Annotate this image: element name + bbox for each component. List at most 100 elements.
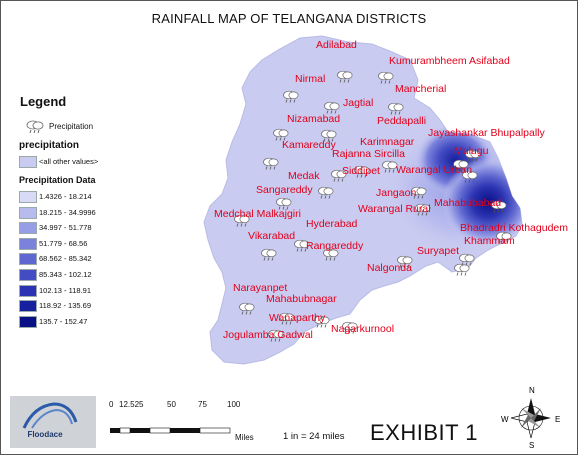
district-label: Jagtial — [343, 97, 374, 109]
district-label: Kumurambheem Asifabad — [389, 55, 510, 67]
legend-swatch — [19, 315, 37, 328]
district-label: Nirmal — [295, 73, 326, 85]
legend-class-row: 102.13 - 118.91 — [19, 284, 137, 297]
rain-cloud-icon — [397, 255, 413, 268]
legend-class-row: 34.997 - 51.778 — [19, 222, 137, 235]
rain-cloud-icon — [462, 170, 478, 183]
legend-class-label: 118.92 - 135.69 — [39, 301, 91, 311]
rain-cloud-icon — [496, 231, 512, 244]
rain-cloud-icon — [273, 128, 289, 141]
legend-heading: Legend — [20, 94, 67, 109]
legend-swatch — [19, 269, 37, 281]
legend-swatch — [19, 206, 37, 219]
rain-cloud-icon — [491, 200, 507, 213]
district-label: Warangal Rural — [358, 203, 431, 215]
legend-class-row: 1.4326 - 18.214 — [19, 191, 137, 203]
rain-cloud-icon — [411, 186, 427, 199]
scale-unit: Miles — [235, 433, 254, 442]
rain-cloud-icon — [321, 129, 337, 142]
district-label: Nizamabad — [287, 113, 341, 125]
rain-cloud-icon — [378, 71, 394, 84]
rain-cloud-icon — [314, 315, 330, 328]
district-label: Medak — [288, 170, 320, 182]
rain-cloud-icon — [454, 263, 470, 276]
district-label: Vikarabad — [248, 230, 296, 242]
compass-n: N — [529, 386, 535, 395]
north-arrow-compass-icon: N E S W — [501, 386, 560, 449]
legend-class-label: 51.779 - 68.56 — [39, 238, 88, 248]
legend-swatch — [19, 222, 37, 235]
compass-e: E — [555, 415, 560, 424]
legend-swatch — [19, 156, 37, 168]
district-label: Mancherial — [395, 83, 447, 95]
district-label: Siddipet — [342, 165, 380, 177]
district-label: Jayashankar Bhupalpally — [428, 127, 545, 139]
district-label: Bhadradri Kothagudem — [460, 222, 568, 234]
district-label: Suryapet — [417, 245, 460, 257]
district-label: Mahabubabad — [434, 197, 502, 209]
legend-swatch — [19, 284, 37, 297]
rain-cloud-icon — [354, 165, 370, 178]
rain-cloud-icon — [331, 169, 347, 182]
compass-w: W — [501, 415, 509, 424]
legend-swatch — [19, 300, 37, 313]
legend-other-label: <all other values> — [39, 157, 99, 166]
exhibit-label: EXHIBIT 1 — [370, 420, 479, 445]
rain-cloud-icon — [26, 120, 44, 134]
map-title: RAINFALL MAP OF TELANGANA DISTRICTS — [151, 11, 427, 26]
district-label: Khammam — [464, 235, 515, 247]
rain-cloud-icon — [415, 203, 431, 216]
scale-bar: 0 12.525 50 75 100 Miles — [106, 400, 266, 442]
rain-cloud-icon — [382, 160, 398, 173]
district-label: Mulugu — [454, 145, 489, 157]
district-label: Warangal Urban — [396, 164, 473, 176]
district-label: Adilabad — [316, 39, 357, 51]
rain-cloud-icon — [388, 102, 404, 115]
rain-cloud-icon — [283, 90, 299, 103]
district-label: Wanaparthy — [269, 312, 326, 324]
rain-cloud-icon — [337, 70, 353, 83]
district-label: Karimnagar — [360, 136, 415, 148]
district-label: Nalgonda — [367, 262, 412, 274]
rain-cloud-icon — [459, 253, 475, 266]
district-label: Rajanna Sircilla — [332, 148, 405, 160]
rain-cloud-icon — [276, 197, 292, 210]
legend-precip-label: Precipitation — [49, 122, 94, 131]
district-label: Mahabubnagar — [266, 293, 337, 305]
wave-logo-icon — [22, 402, 78, 429]
district-label: Sangareddy — [256, 184, 313, 196]
rain-cloud-icon — [323, 248, 339, 261]
legend-class-row: 18.215 - 34.9996 — [19, 206, 137, 219]
rain-cloud-icon — [324, 101, 340, 114]
legend-class-row: 135.7 - 152.47 — [19, 315, 137, 328]
legend-section-data: Precipitation Data — [19, 175, 96, 185]
legend-class-label: 34.997 - 51.778 — [39, 223, 92, 233]
legend-class-row: 85.343 - 102.12 — [19, 269, 137, 281]
district-label: Rangareddy — [306, 240, 364, 252]
rain-cloud-icon — [239, 302, 255, 315]
district-label: Jogulamba Gadwal — [223, 329, 313, 341]
legend-class-label: 18.215 - 34.9996 — [39, 207, 96, 217]
legend-class-row: 68.562 - 85.342 — [19, 253, 137, 266]
district-label: Hyderabad — [306, 218, 358, 230]
legend-swatch — [19, 253, 37, 266]
legend-class-label: 1.4326 - 18.214 — [39, 192, 92, 201]
district-label: Jangaon — [376, 187, 417, 199]
logo-text: Floodace — [27, 430, 63, 439]
scale-tick-label: 75 — [198, 400, 207, 409]
district-label: Nagarkurnool — [331, 323, 395, 335]
rain-cloud-icon — [263, 157, 279, 170]
scale-ratio: 1 in = 24 miles — [283, 431, 345, 442]
legend-class-label: 135.7 - 152.47 — [39, 316, 88, 326]
rain-cloud-icon — [294, 239, 310, 252]
floodace-logo: Floodace — [10, 396, 96, 448]
scale-tick-label: 50 — [167, 400, 176, 409]
rain-cloud-icon — [465, 149, 481, 162]
legend-class-label: 68.562 - 85.342 — [39, 254, 92, 264]
legend-class-label: 85.343 - 102.12 — [39, 270, 92, 279]
legend-row-other: <all other values> — [19, 156, 137, 168]
legend-swatch — [19, 191, 37, 203]
scale-bar-graphic — [110, 427, 231, 434]
district-label: Peddapalli — [377, 115, 427, 127]
